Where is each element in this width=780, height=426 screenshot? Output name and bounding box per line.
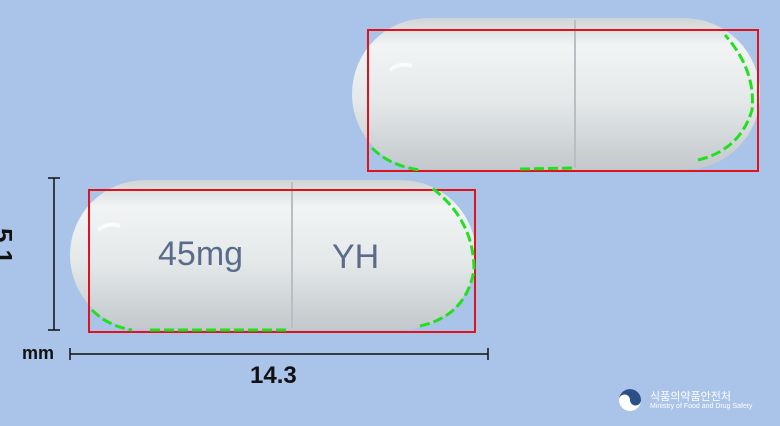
imprint-code: YH: [332, 238, 379, 276]
height-dimension-line: [48, 177, 60, 331]
capsule-front: 45mg YH: [70, 180, 476, 333]
mfds-logo: 식품의약품안전처 Ministry of Food and Drug Safet…: [618, 388, 752, 414]
length-label: 14.3: [250, 362, 297, 389]
unit-label: mm: [22, 343, 55, 363]
capsule-back: [352, 18, 760, 172]
height-label: 5.1: [0, 228, 18, 265]
contour-outline: [90, 186, 476, 332]
mfds-emblem-icon: [619, 389, 641, 411]
length-dimension-line: [69, 348, 489, 360]
imprint-dosage: 45mg: [158, 235, 243, 273]
logo-english-text: Ministry of Food and Drug Safety: [650, 403, 753, 411]
contour-outline: [370, 34, 754, 172]
logo-korean-text: 식품의약품안전처: [650, 390, 731, 403]
bounding-box: [367, 29, 759, 172]
